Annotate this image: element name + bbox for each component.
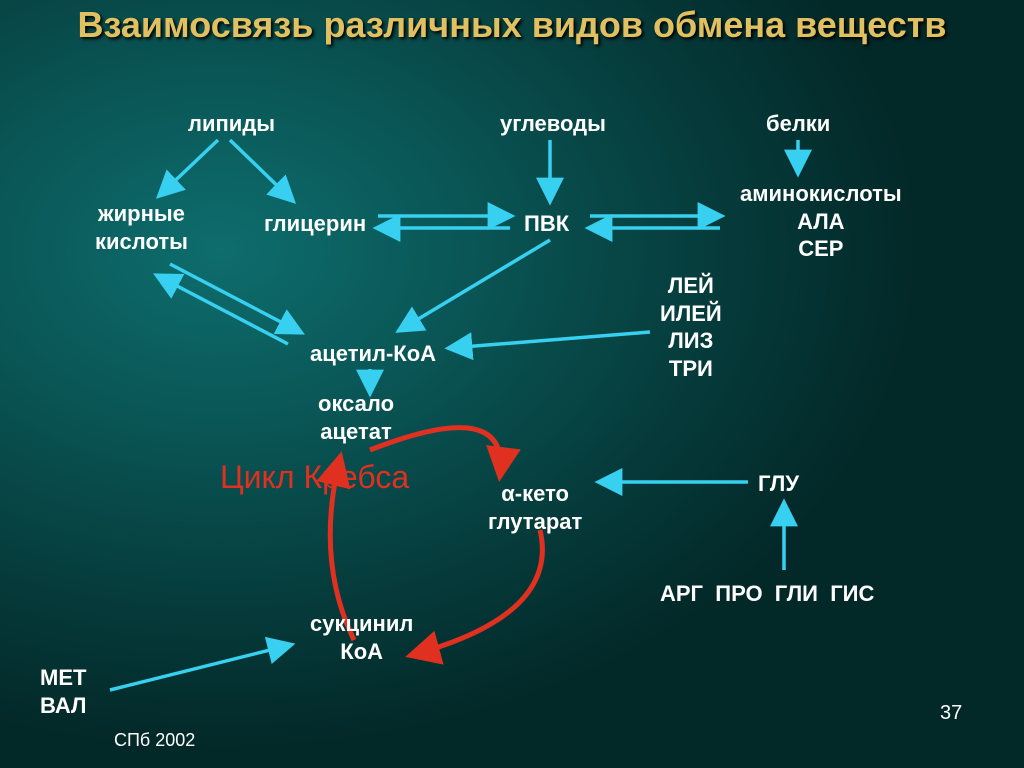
node-succinyl: сукцинил КоА [310,610,413,665]
footer-text: СПб 2002 [114,730,195,751]
slide-root: Взаимосвязь различных видов обмена вещес… [0,0,1024,768]
krebs-arc [412,530,542,655]
arrow [158,276,288,344]
arrow [170,264,300,332]
arrow [230,140,292,200]
node-aketo: α-кето глутарат [488,480,582,535]
node-glycerol: глицерин [264,210,366,238]
node-acetylcoa: ацетил-КоА [310,340,436,368]
arrow [160,140,218,195]
krebs-cycle-label: Цикл Кребса [220,458,409,496]
slide-title: Взаимосвязь различных видов обмена вещес… [0,4,1024,45]
node-fattyacids: жирные кислоты [95,200,188,255]
node-pvk: ПВК [524,210,569,238]
node-oxaloacetate: оксало ацетат [318,390,394,445]
node-arg: АРГ ПРО ГЛИ ГИС [660,580,874,608]
node-proteins: белки [766,110,830,138]
node-carbs: углеводы [500,110,606,138]
arrow [110,645,290,690]
arrow [400,240,550,330]
node-glu: ГЛУ [758,470,799,498]
node-lipids: липиды [188,110,275,138]
arrow [450,332,650,348]
node-aminoacids: аминокислоты АЛА СЕР [740,180,902,263]
node-lei: ЛЕЙ ИЛЕЙ ЛИЗ ТРИ [660,272,722,382]
page-number: 37 [940,702,962,725]
node-metval: МЕТ ВАЛ [40,664,86,719]
